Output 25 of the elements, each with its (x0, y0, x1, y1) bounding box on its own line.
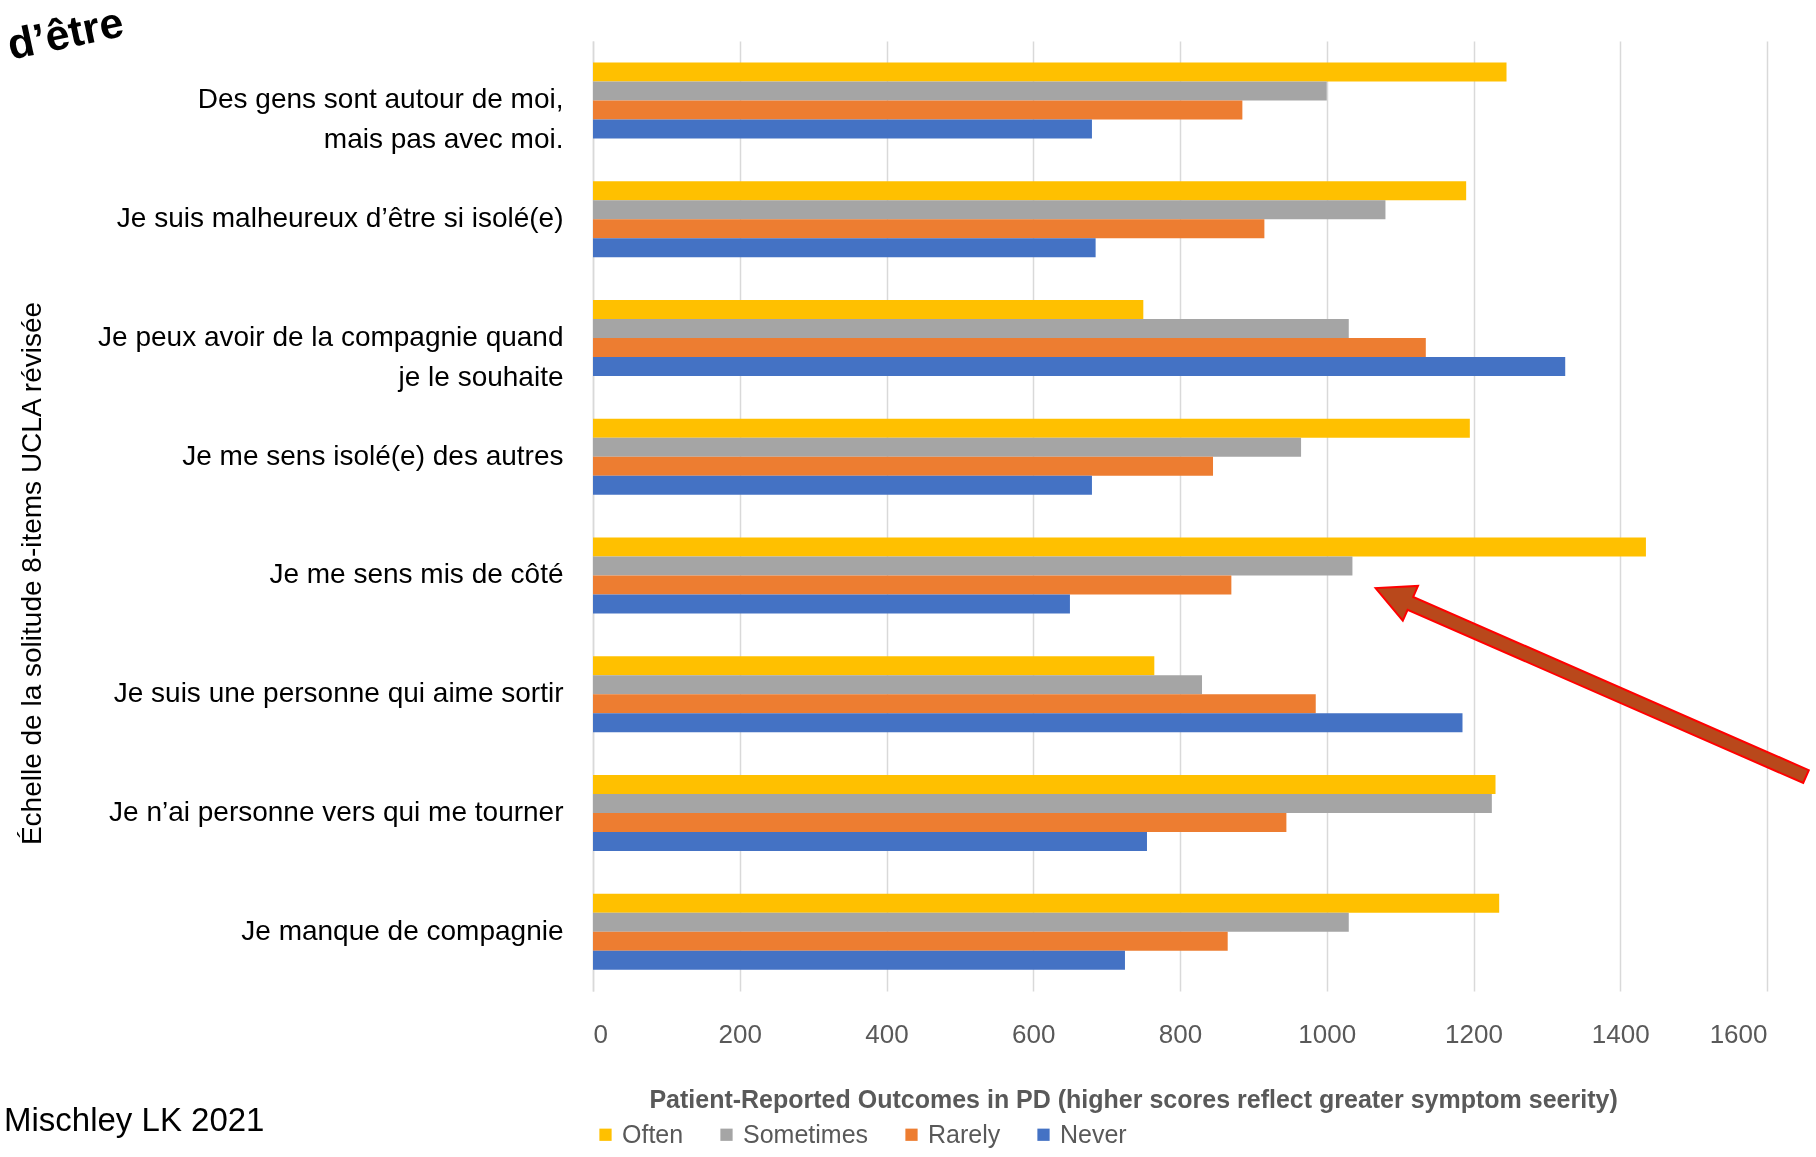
y-tick-label: Des gens sont autour de moi, mais pas avec moi. (197, 83, 564, 155)
y-axis-title: Échelle de la solitude 8-items UCLA révisée (15, 301, 47, 846)
y-tick-label: Je peux avoir de la compagnie quand je le souhaite (98, 320, 564, 392)
y-tick-label: Je me sens isolé(e) des autres (182, 439, 564, 471)
y-tick-label: Je n’ai personne vers qui me tourner (109, 795, 564, 827)
text: d’être (2, 0, 128, 69)
x-tick-label: 1200 (1445, 1018, 1503, 1049)
y-tick-label: Je suis malheureux d’être si isolé(e) (116, 202, 564, 234)
x-tick-label: 0 (593, 1018, 608, 1049)
legend-label: Sometimes (743, 1119, 869, 1148)
x-tick-label: 200 (718, 1018, 762, 1049)
x-tick-label: 400 (865, 1018, 909, 1049)
x-axis-title: Patient-Reported Outcomes in PD (higher scores reflect greater symptom seerity) (649, 1084, 1618, 1113)
x-tick-label: 1400 (1591, 1018, 1650, 1049)
y-tick-label: Je suis une personne qui aime sortir (113, 677, 564, 709)
legend-label: Often (622, 1119, 684, 1148)
x-tick-label: 600 (1012, 1018, 1056, 1049)
x-tick-label: 1600 (1709, 1018, 1768, 1049)
y-tick-label: Je me sens mis de côté (269, 558, 564, 590)
x-tick-label: 800 (1158, 1018, 1203, 1049)
legend-label: Rarely (928, 1119, 1001, 1148)
legend-label: Never (1060, 1119, 1127, 1148)
text: Mischley LK 2021 (4, 1101, 265, 1138)
x-tick-label: 1000 (1298, 1018, 1357, 1049)
y-tick-label: Je manque de compagnie (241, 914, 564, 946)
